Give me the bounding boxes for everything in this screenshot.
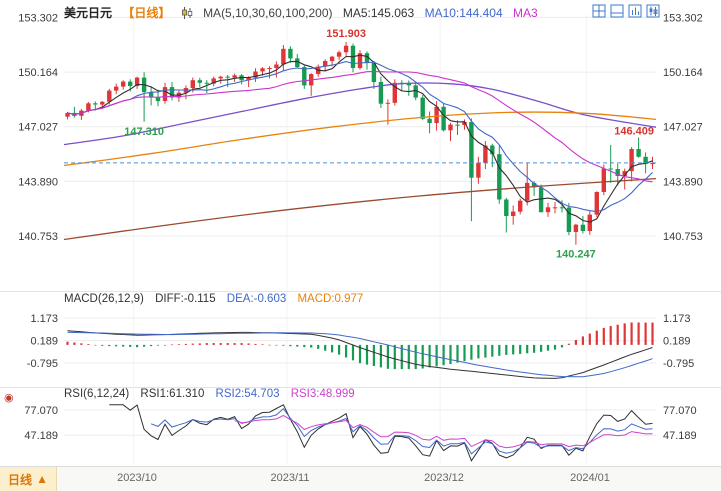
- rsi3-value: RSI3:48.999: [290, 388, 355, 400]
- macd-title: MACD(26,12,9): [64, 293, 144, 305]
- month-gridlines: [133, 14, 587, 464]
- price-annotation: 151.903: [326, 28, 366, 40]
- indicator-marker-icon[interactable]: ◉: [4, 392, 14, 404]
- svg-text:153.302: 153.302: [663, 12, 703, 24]
- svg-text:1.173: 1.173: [30, 313, 58, 325]
- period-tab[interactable]: 日线 ▲: [0, 467, 57, 491]
- svg-text:47.189: 47.189: [663, 430, 697, 442]
- x-axis-label: 2023/10: [117, 472, 157, 484]
- ma-settings-label: MA(5,10,30,60,100,200): [203, 6, 333, 20]
- rsi1-value: RSI1:61.310: [140, 388, 205, 400]
- svg-text:147.027: 147.027: [18, 122, 58, 134]
- svg-text:0.189: 0.189: [663, 336, 691, 348]
- macd-legend: MACD(26,12,9) DIFF:-0.115 DEA:-0.603 MAC…: [64, 293, 371, 305]
- ma100-line: [63, 111, 657, 167]
- rsi-lines: [109, 404, 653, 462]
- grid-layout-icon[interactable]: [592, 4, 606, 18]
- ma5-line: [67, 54, 653, 223]
- ma10-value: MA10:144.404: [424, 6, 503, 20]
- symbol-name: 美元日元: [64, 6, 113, 20]
- candle-indicator-icon: [181, 7, 193, 23]
- svg-text:150.164: 150.164: [663, 67, 703, 79]
- svg-text:-0.795: -0.795: [663, 358, 694, 370]
- macd-diff-value: DIFF:-0.115: [155, 293, 216, 305]
- ma30-value-truncated: MA3: [512, 6, 538, 20]
- period-tag: 【日线】: [122, 6, 171, 20]
- time-axis-bar: 日线 ▲ 2023/10 2023/11 2023/12 2024/01: [0, 466, 721, 491]
- gridlines: [64, 16, 656, 436]
- x-axis-label: 2023/12: [424, 472, 464, 484]
- svg-text:143.890: 143.890: [18, 176, 58, 188]
- rsi2-value: RSI2:54.703: [215, 388, 280, 400]
- ma30-line: [67, 70, 653, 183]
- x-axis-label: 2024/01: [570, 472, 610, 484]
- svg-text:-0.795: -0.795: [27, 358, 58, 370]
- svg-text:147.027: 147.027: [663, 122, 703, 134]
- candlestick-view-icon[interactable]: [646, 4, 660, 18]
- rsi-title: RSI(6,12,24): [64, 388, 130, 400]
- pane-separators: [0, 291, 721, 388]
- ma200-line: [63, 177, 657, 241]
- toolbar-icons: [592, 4, 660, 18]
- price-annotation: 147.310: [124, 126, 164, 138]
- svg-text:140.753: 140.753: [663, 231, 703, 243]
- ma10-line: [67, 61, 653, 213]
- x-axis-label: 2023/11: [270, 472, 310, 484]
- ma60-line: [63, 82, 657, 146]
- triangle-up-icon: ▲: [36, 472, 48, 486]
- svg-text:150.164: 150.164: [18, 67, 58, 79]
- split-pane-icon[interactable]: [610, 4, 624, 18]
- svg-text:1.173: 1.173: [663, 313, 691, 325]
- axis-tick-labels: 153.302 153.302 150.164 150.164 147.027 147.0…: [18, 12, 703, 442]
- svg-text:77.070: 77.070: [663, 405, 697, 417]
- period-tab-label: 日线: [8, 472, 33, 487]
- macd-histogram: [66, 322, 654, 370]
- chart-canvas[interactable]: 153.302 153.302 150.164 150.164 147.027 147.0…: [0, 0, 721, 466]
- svg-text:77.070: 77.070: [24, 405, 58, 417]
- macd-hist-value: MACD:0.977: [297, 293, 364, 305]
- price-annotations: 147.310 151.903 140.247 146.409: [124, 28, 654, 261]
- bar-chart-icon[interactable]: [628, 4, 642, 18]
- macd-lines: [67, 330, 653, 379]
- price-annotation: 140.247: [556, 249, 596, 261]
- ma5-value: MA5:145.063: [342, 6, 415, 20]
- price-annotation: 146.409: [614, 126, 654, 138]
- svg-text:47.189: 47.189: [24, 430, 58, 442]
- header: 美元日元 【日线】 MA(5,10,30,60,100,200) MA5:145…: [64, 5, 545, 23]
- rsi-legend: RSI(6,12,24) RSI1:61.310 RSI2:54.703 RSI…: [64, 388, 363, 400]
- svg-text:0.189: 0.189: [30, 336, 58, 348]
- svg-text:143.890: 143.890: [663, 176, 703, 188]
- svg-text:140.753: 140.753: [18, 231, 58, 243]
- svg-text:153.302: 153.302: [18, 12, 58, 24]
- macd-dea-value: DEA:-0.603: [226, 293, 287, 305]
